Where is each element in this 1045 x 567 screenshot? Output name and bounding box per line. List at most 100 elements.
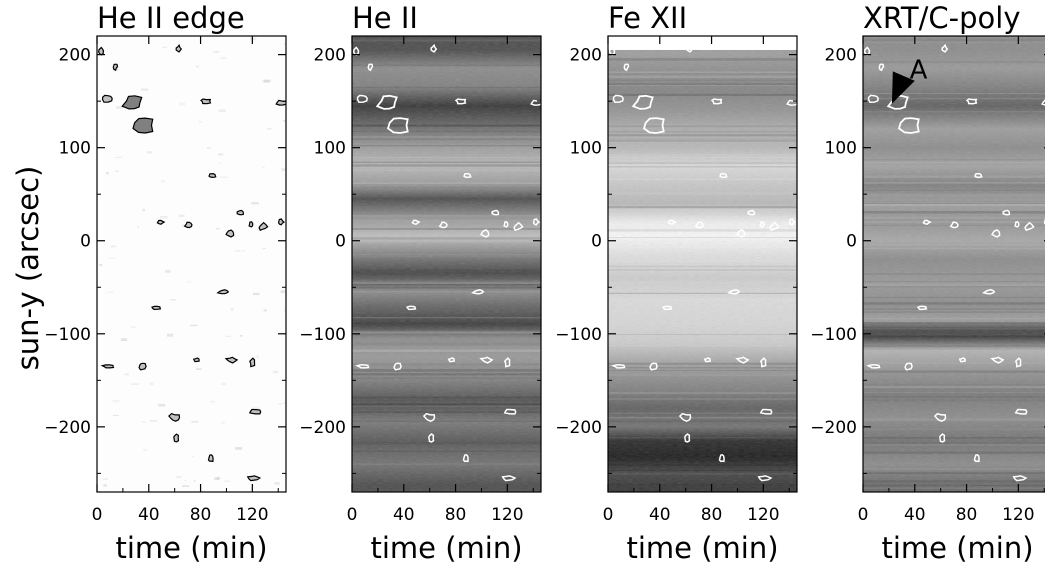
panel-title: Fe XII xyxy=(608,1,687,35)
speckle xyxy=(230,308,234,311)
y-tick-label: 0 xyxy=(846,232,857,252)
noise-layer xyxy=(352,36,541,492)
contour-event xyxy=(248,408,262,415)
speckle xyxy=(108,257,116,259)
panel-2: 200 100 0 −100 −200 0 40 80 120 He II time (min) xyxy=(299,1,542,565)
contour-event xyxy=(965,98,978,105)
y-tick-label: −200 xyxy=(810,418,857,438)
x-axis-label: time (min) xyxy=(881,531,1033,565)
y-tick-label: 100 xyxy=(59,139,91,159)
contour-event xyxy=(981,289,996,295)
contour-event xyxy=(631,94,654,110)
contour-event xyxy=(208,172,217,179)
speckle xyxy=(281,168,286,171)
y-tick-label: 0 xyxy=(591,232,602,252)
contour-event xyxy=(355,364,370,369)
annotation-label: A xyxy=(910,56,928,86)
contour-event xyxy=(747,209,756,216)
contour-event xyxy=(1014,408,1028,415)
contour-event xyxy=(386,117,409,134)
contour-event xyxy=(438,221,448,229)
contour-event xyxy=(866,364,881,369)
x-tick-label: 120 xyxy=(236,505,268,525)
x-tick-label: 120 xyxy=(1002,505,1034,525)
contour-event xyxy=(642,117,665,134)
contour-event xyxy=(216,289,230,295)
speckle xyxy=(224,480,231,482)
contour-event xyxy=(974,172,983,179)
noise-layer xyxy=(608,36,797,492)
speckle xyxy=(190,324,198,327)
contour-event xyxy=(367,63,374,72)
speckle xyxy=(251,202,259,205)
panel-1: 200 100 0 −100 −200 0 40 80 120 He II edge time (m… xyxy=(44,1,287,565)
contour-event xyxy=(939,433,946,443)
y-tick-label: −100 xyxy=(810,325,857,345)
speckle xyxy=(102,477,108,480)
speckle xyxy=(116,106,123,109)
contour-event xyxy=(735,356,750,364)
speckle xyxy=(217,476,221,480)
contour-event xyxy=(867,94,880,103)
contour-event xyxy=(277,218,286,226)
panel-image xyxy=(863,36,1045,492)
speckle xyxy=(178,214,185,217)
speckle xyxy=(235,447,243,450)
contour-event xyxy=(726,289,741,295)
contour-event xyxy=(501,475,517,482)
contour-event xyxy=(788,218,797,226)
contour-event xyxy=(101,94,113,103)
speckle xyxy=(184,479,187,481)
speckle xyxy=(140,88,149,91)
speckle xyxy=(179,102,186,106)
contour-event xyxy=(480,229,490,238)
speckle xyxy=(220,57,227,60)
contour-event xyxy=(904,362,913,371)
speckle xyxy=(199,490,205,492)
contour-event xyxy=(503,357,511,368)
x-tick-label: 40 xyxy=(649,505,671,525)
contour-event xyxy=(922,219,932,226)
contour-event xyxy=(503,220,509,228)
speckle xyxy=(239,335,243,337)
contour-event xyxy=(168,413,181,422)
speckle xyxy=(169,299,177,301)
y-tick-label: 0 xyxy=(335,232,346,252)
speckle xyxy=(210,400,215,403)
speckle xyxy=(131,383,139,385)
contour-event xyxy=(612,94,625,103)
speckle xyxy=(111,245,116,248)
speckle xyxy=(262,80,269,83)
speckle xyxy=(214,477,220,480)
speckle xyxy=(143,448,148,451)
speckle xyxy=(107,291,114,294)
y-tick-label: 200 xyxy=(825,46,857,66)
contour-event xyxy=(623,63,630,72)
speckle xyxy=(263,309,267,312)
x-axis-label: time (min) xyxy=(370,531,522,565)
contour-event xyxy=(916,305,928,311)
speckle xyxy=(186,281,192,283)
contour-event xyxy=(684,433,691,443)
speckle xyxy=(162,46,167,49)
contour-event xyxy=(736,229,746,238)
speckle xyxy=(283,120,286,122)
speckle xyxy=(220,176,228,179)
contour-event xyxy=(173,433,180,443)
speckle xyxy=(191,420,199,423)
contour-event xyxy=(156,219,166,225)
panel-image xyxy=(97,36,286,492)
no-data-strip xyxy=(608,36,797,50)
contour-event xyxy=(759,408,773,415)
contour-event xyxy=(207,454,214,463)
speckle xyxy=(221,382,226,386)
y-tick-label: −100 xyxy=(555,325,602,345)
contour-event xyxy=(1024,221,1035,232)
contour-event xyxy=(175,44,183,53)
speckle xyxy=(283,309,286,312)
contour-event xyxy=(718,453,725,463)
contour-event xyxy=(686,43,694,53)
contour-event xyxy=(513,221,524,232)
speckle xyxy=(149,419,158,422)
speckle xyxy=(160,215,168,219)
